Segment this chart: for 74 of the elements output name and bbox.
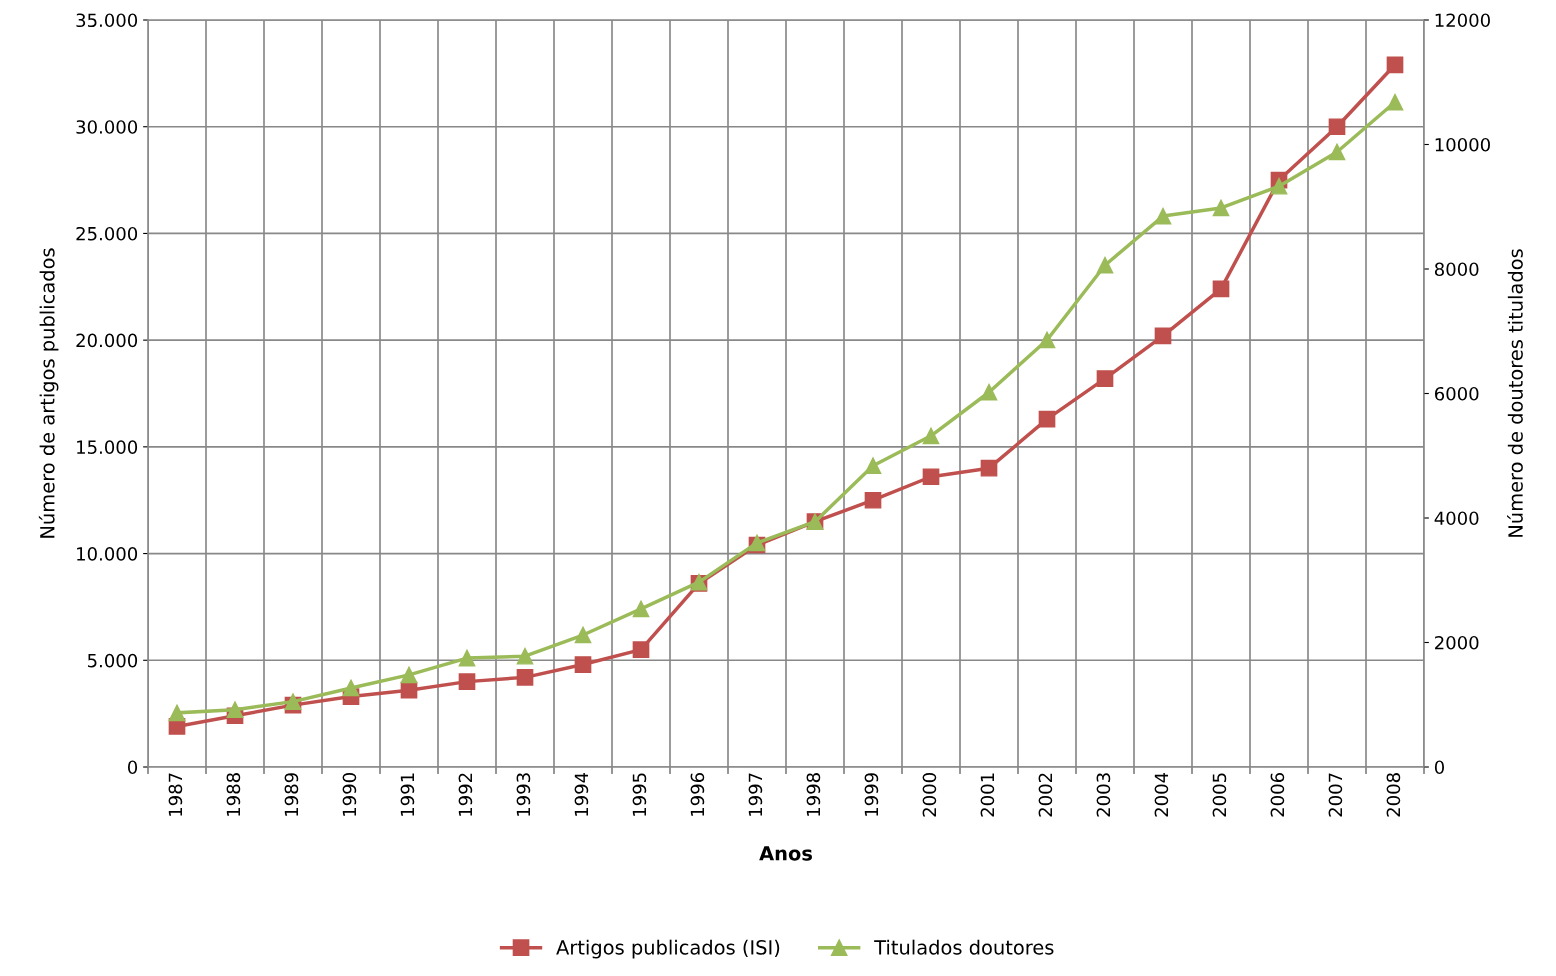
x-axis-title: Anos xyxy=(759,846,812,861)
x-tick-label: 1998 xyxy=(806,773,821,816)
point xyxy=(168,704,186,722)
x-tick-label: 2000 xyxy=(922,773,937,817)
point xyxy=(284,693,302,710)
point xyxy=(574,626,592,644)
x-tick-label: 2006 xyxy=(1270,773,1285,817)
y2-tick-label: 2000 xyxy=(1435,635,1479,650)
y-tick-label: 30.000 xyxy=(76,120,138,134)
x-tick-label: 2004 xyxy=(1154,772,1169,817)
point xyxy=(980,459,998,477)
point xyxy=(516,647,534,665)
point xyxy=(922,427,940,445)
y-tick-label: 35.000 xyxy=(76,13,138,28)
point xyxy=(516,669,534,686)
x-tick-label: 1995 xyxy=(632,773,647,816)
x-tick-label: 1994 xyxy=(574,772,589,816)
point xyxy=(1038,331,1056,349)
y2-tick-label: 0 xyxy=(1434,760,1445,775)
point xyxy=(1212,199,1230,217)
y2-axis-title: Número de doutores titulados xyxy=(1507,249,1523,537)
y-tick-label: 25.000 xyxy=(76,226,138,241)
y-tick-label: 10.000 xyxy=(77,547,138,561)
x-tick-label: 1987 xyxy=(168,773,183,816)
y-axis-title: Número de artigos publicados xyxy=(38,248,59,538)
y2-tick-label: 12000 xyxy=(1435,13,1490,28)
point xyxy=(1154,327,1172,345)
point xyxy=(1328,118,1346,136)
point xyxy=(342,679,360,697)
point xyxy=(1386,56,1404,74)
x-tick-label: 2002 xyxy=(1038,773,1053,817)
x-tick-label: 2005 xyxy=(1212,773,1227,817)
point xyxy=(1212,280,1230,298)
point xyxy=(1038,410,1056,428)
x-tick-label: 1999 xyxy=(864,773,879,816)
legend-label: Titulados doutores xyxy=(874,939,1054,955)
point xyxy=(400,666,418,684)
x-tick-label: 2008 xyxy=(1386,773,1401,817)
x-tick-label: 2001 xyxy=(980,773,995,817)
point xyxy=(1154,207,1172,225)
y2-tick-label: 8000 xyxy=(1434,262,1479,277)
point xyxy=(458,673,476,690)
point xyxy=(864,457,882,475)
point xyxy=(864,491,882,509)
y2-tick-label: 10000 xyxy=(1435,137,1490,152)
y-tick-label: 0 xyxy=(127,760,138,775)
point xyxy=(1096,256,1114,274)
x-tick-label: 1990 xyxy=(342,773,357,816)
point xyxy=(632,600,650,618)
x-tick-label: 1993 xyxy=(516,773,531,816)
point xyxy=(980,383,998,401)
legend-label: Artigos publicados (ISI) xyxy=(556,939,780,959)
point xyxy=(1270,177,1288,195)
x-tick-label: 1988 xyxy=(226,773,241,816)
x-tick-label: 2003 xyxy=(1096,773,1111,817)
point xyxy=(226,701,244,719)
point xyxy=(1096,370,1114,387)
point xyxy=(458,649,476,667)
point xyxy=(1328,143,1346,161)
y2-tick-label: 6000 xyxy=(1434,386,1479,401)
x-tick-label: 1989 xyxy=(284,773,299,816)
point xyxy=(922,468,940,486)
point xyxy=(1386,93,1404,111)
y-tick-label: 15.000 xyxy=(77,440,138,454)
x-tick-label: 1992 xyxy=(458,773,473,816)
x-tick-label: 1997 xyxy=(748,773,763,816)
x-tick-label: 1996 xyxy=(690,773,705,816)
x-tick-label: 2007 xyxy=(1328,773,1343,817)
x-tick-label: 1991 xyxy=(400,773,415,816)
point xyxy=(574,656,592,673)
y-tick-label: 20.000 xyxy=(76,333,138,348)
y-tick-label: 5.000 xyxy=(87,653,138,668)
point xyxy=(632,641,650,658)
y2-tick-label: 4000 xyxy=(1434,511,1479,526)
